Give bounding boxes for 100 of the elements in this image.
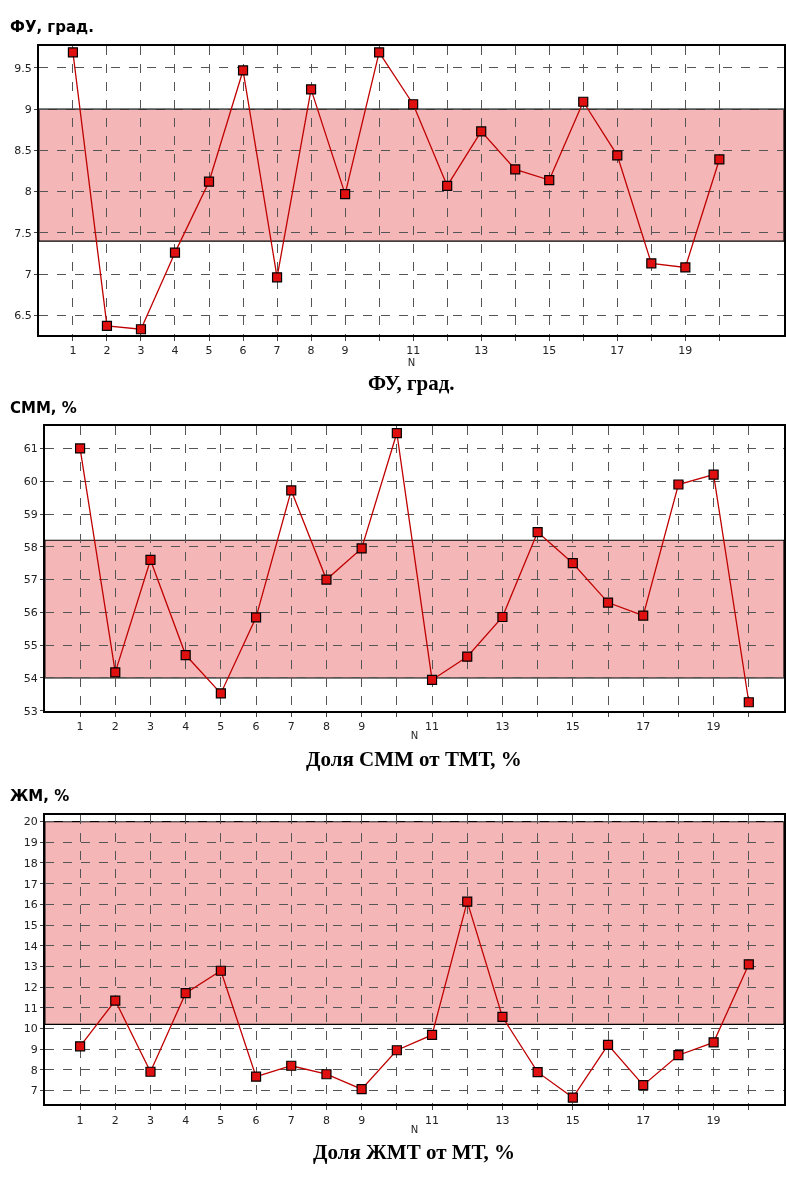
point [74, 1041, 86, 1052]
y-tick-label: 56 [23, 606, 38, 620]
y-tick-label: 7 [24, 267, 32, 281]
point [356, 1084, 367, 1095]
point [673, 1050, 684, 1061]
point [567, 1092, 578, 1103]
x-tick-label: 17 [636, 719, 651, 733]
x-tick-label: 4 [171, 344, 179, 358]
x-tick-label: 6 [252, 1113, 260, 1127]
text: ФУ, град. [368, 371, 455, 395]
y-tick-label: 7.5 [14, 226, 32, 240]
y-axis-title: ЖМ, % [10, 787, 70, 805]
x-tick-label: 19 [706, 719, 721, 733]
x-axis-title: N [410, 1123, 419, 1135]
y-tick-label: 60 [23, 475, 38, 489]
x-tick-label: 5 [217, 1113, 225, 1127]
point [391, 427, 402, 439]
point [646, 258, 657, 269]
point [180, 988, 191, 999]
x-tick-label: 6 [239, 344, 247, 358]
y-tick-label: 11 [23, 1001, 38, 1015]
y-tick-label: 8.5 [14, 144, 32, 158]
point [250, 1071, 262, 1082]
point [67, 47, 79, 58]
x-tick-label: 15 [542, 344, 557, 358]
x-tick-label: 3 [146, 1113, 154, 1127]
y-tick-label: 17 [23, 877, 38, 891]
point [110, 667, 121, 678]
y-tick-label: 7 [30, 1084, 38, 1098]
point [271, 272, 283, 283]
x-tick-label: 2 [111, 719, 119, 733]
x-tick-label: 9 [341, 344, 349, 358]
x-tick-label: 19 [706, 1113, 721, 1127]
y-tick-label: 18 [23, 856, 38, 870]
y-tick-label: 8 [30, 1063, 38, 1077]
point [462, 651, 473, 662]
y-tick-label: 61 [23, 442, 38, 456]
point [510, 164, 521, 175]
y-tick-label: 16 [23, 898, 38, 912]
y-tick-label: 54 [23, 671, 38, 685]
x-tick-label: 13 [474, 344, 489, 358]
y-axis-title: ФУ, град. [10, 18, 94, 36]
point [497, 611, 508, 623]
x-tick-label: 9 [358, 719, 366, 733]
x-tick-label: 19 [678, 344, 693, 358]
point [356, 543, 367, 554]
point [638, 1080, 649, 1091]
point [532, 1067, 543, 1078]
point [462, 896, 473, 907]
point [286, 1060, 297, 1071]
point [286, 485, 297, 496]
point [602, 597, 614, 608]
point [74, 443, 86, 454]
point [408, 99, 419, 110]
point [203, 176, 215, 187]
y-axis-title: СММ, % [10, 399, 77, 417]
point [250, 612, 262, 623]
point [578, 96, 589, 107]
x-tick-label: 7 [273, 344, 281, 358]
text: Доля СММ от ТМТ, % [306, 747, 522, 771]
y-tick-label: 53 [23, 704, 38, 718]
point [497, 1011, 508, 1023]
x-axis-title: N [410, 729, 419, 741]
y-tick-label: 59 [23, 507, 38, 521]
point [426, 1029, 438, 1041]
point [680, 262, 691, 273]
x-tick-label: 4 [182, 1113, 190, 1127]
x-tick-label: 3 [137, 344, 145, 358]
point [215, 965, 226, 976]
x-tick-label: 13 [495, 1113, 510, 1127]
x-tick-label: 1 [69, 344, 77, 358]
point [426, 674, 438, 686]
x-tick-label: 5 [217, 719, 225, 733]
point [567, 558, 578, 569]
point [110, 995, 121, 1006]
point [145, 1066, 156, 1077]
x-tick-label: 9 [358, 1113, 366, 1127]
point [169, 247, 181, 258]
y-tick-label: 8 [24, 185, 32, 199]
point [391, 1045, 402, 1056]
y-tick-label: 9 [24, 103, 32, 117]
point [442, 180, 453, 191]
point [638, 610, 649, 621]
x-tick-label: 17 [636, 1113, 651, 1127]
y-tick-label: 57 [23, 573, 38, 587]
point [708, 469, 719, 480]
y-tick-label: 10 [23, 1022, 38, 1036]
point [340, 188, 351, 200]
x-tick-label: 15 [565, 1113, 580, 1127]
point [476, 126, 487, 137]
x-tick-label: 6 [252, 719, 260, 733]
y-tick-label: 6.5 [14, 309, 32, 323]
point [374, 47, 385, 58]
x-axis-title: N [407, 357, 416, 369]
x-tick-label: 2 [103, 344, 111, 358]
x-tick-label: 11 [425, 1113, 440, 1127]
x-tick-label: 1 [76, 1113, 84, 1127]
x-tick-label: 1 [76, 719, 84, 733]
point [145, 554, 156, 566]
x-tick-label: 11 [406, 344, 421, 358]
